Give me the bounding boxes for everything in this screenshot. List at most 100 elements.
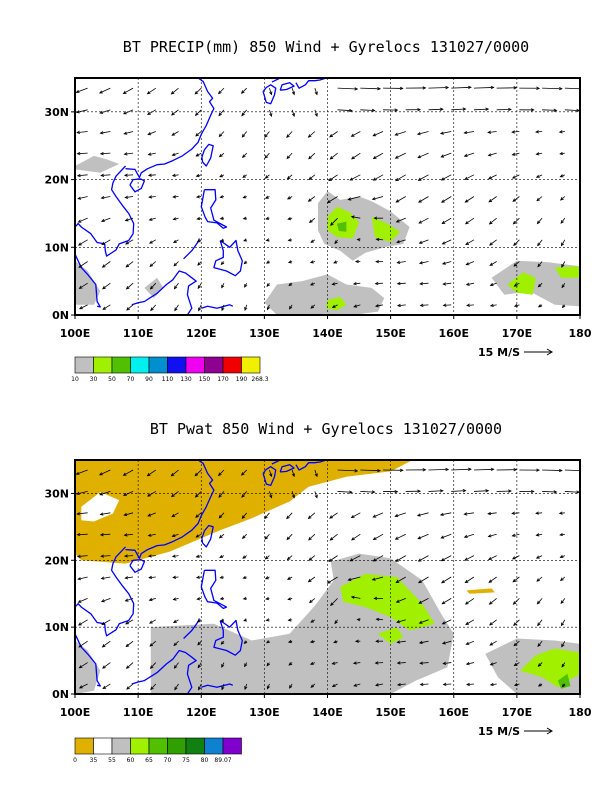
wind-arrow (286, 533, 293, 540)
wind-arrowhead (171, 513, 176, 518)
wind-arrowhead (197, 262, 201, 266)
wind-arrowhead (196, 597, 201, 601)
wind-arrowhead (287, 196, 291, 200)
wind-arrowhead (418, 640, 423, 645)
wind-arrow (171, 469, 179, 477)
wind-arrowhead (561, 284, 565, 289)
wind-arrowhead (513, 622, 517, 627)
wind-arrow (149, 261, 157, 267)
x-tick-label: 150E (375, 327, 405, 340)
wind-arrowhead (489, 282, 494, 287)
wind-arrowhead (149, 285, 154, 290)
wind-arrow (99, 491, 111, 496)
wind-arrowhead (331, 683, 336, 688)
wind-arrow (564, 109, 580, 112)
wind-arrowhead (489, 682, 494, 687)
wind-arrow (219, 533, 225, 539)
wind-arrowhead (417, 155, 422, 159)
wind-arrow (314, 491, 318, 498)
wind-arrowhead (287, 260, 292, 264)
colorbar-label: 10 (71, 376, 79, 383)
wind-arrow (219, 131, 225, 137)
wind-arrowhead (242, 216, 247, 220)
wind-arrow (465, 217, 475, 225)
wind-arrowhead (439, 489, 444, 493)
wind-arrowhead (488, 601, 493, 605)
wind-arrowhead (537, 283, 542, 288)
wind-arrowhead (173, 262, 178, 267)
wind-arrow (420, 282, 429, 285)
wind-arrow (396, 196, 406, 203)
wind-arrow (149, 239, 156, 244)
wind-arrowhead (171, 554, 176, 558)
wind-arrow (77, 174, 88, 177)
wind-arrowhead (291, 473, 295, 478)
wind-arrow (417, 533, 429, 539)
wind-arrowhead (122, 472, 127, 476)
coastline (262, 466, 277, 487)
wind-arrowhead (445, 467, 450, 472)
coastline (213, 239, 243, 277)
wind-arrow (464, 555, 475, 561)
wind-arrowhead (195, 195, 200, 199)
wind-arrowhead (221, 686, 225, 691)
wind-arrow (330, 598, 338, 606)
wind-arrow (536, 196, 543, 201)
wind-arrow (489, 239, 497, 246)
wind-arrowhead (396, 640, 401, 644)
wind-arrow (314, 469, 318, 477)
wind-arrowhead (560, 622, 565, 627)
wind-arrowhead (287, 597, 292, 601)
wind-arrowhead (125, 643, 130, 648)
wind-arrowhead (76, 173, 81, 178)
wind-arrowhead (99, 131, 104, 135)
wind-arrow (512, 555, 520, 560)
wind-arrowhead (560, 600, 564, 605)
wind-arrow (171, 87, 179, 95)
wind-arrow (373, 152, 384, 159)
wind-arrowhead (124, 195, 129, 199)
wind-arrowhead (218, 153, 223, 158)
wind-arrowhead (126, 307, 130, 311)
wind-arrowhead (122, 492, 127, 496)
wind-arrowhead (150, 307, 154, 312)
wind-arrowhead (350, 133, 355, 137)
wind-arrow (337, 469, 358, 472)
wind-arrow (174, 282, 179, 289)
wind-arrowhead (195, 133, 199, 137)
wind-arrow (418, 598, 429, 604)
wind-arrow (123, 87, 134, 94)
wind-arrowhead (377, 468, 382, 473)
wind-arrowhead (328, 558, 333, 562)
wind-arrowhead (100, 195, 105, 200)
wind-arrowhead (243, 238, 247, 242)
wind-arrowhead (314, 473, 318, 478)
coastline (295, 460, 327, 471)
wind-arrow (512, 174, 520, 179)
wind-arrowhead (172, 239, 177, 243)
wind-arrowhead (309, 282, 314, 286)
wind-arrow (396, 619, 406, 623)
wind-arrowhead (511, 533, 516, 537)
wind-arrow (561, 261, 566, 268)
wind-arrowhead (122, 90, 127, 94)
wind-arrowhead (99, 533, 104, 537)
wind-arrowhead (101, 241, 106, 246)
wind-arrow (76, 469, 88, 475)
wind-arrow (171, 512, 179, 517)
wind-arrow (360, 109, 375, 111)
wind-arrowhead (349, 177, 354, 181)
wind-arrow (241, 109, 248, 116)
wind-arrow (375, 662, 384, 664)
wind-arrowhead (535, 130, 539, 134)
wind-arrow (291, 469, 295, 477)
wind-arrowhead (218, 514, 223, 519)
wind-arrowhead (441, 641, 446, 645)
wind-arrow (560, 217, 566, 224)
wind-arrowhead (399, 468, 404, 472)
wind-arrowhead (77, 219, 82, 223)
y-tick-label: 0N (52, 309, 69, 322)
wind-arrowhead (195, 173, 200, 178)
wind-arrow (148, 174, 156, 176)
wind-arrow (373, 512, 384, 518)
